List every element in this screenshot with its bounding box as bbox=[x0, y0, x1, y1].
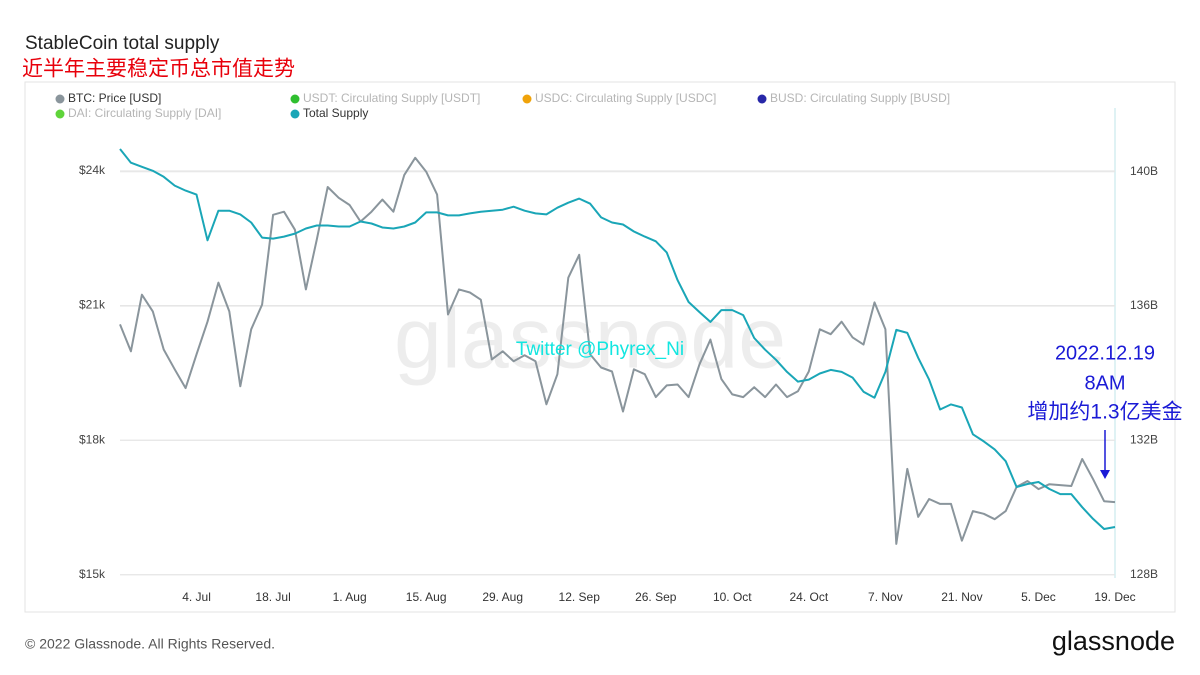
x-tick-label: 5. Dec bbox=[1021, 590, 1056, 604]
legend-label[interactable]: BUSD: Circulating Supply [BUSD] bbox=[770, 91, 950, 105]
y-tick-label: $24k bbox=[79, 163, 106, 177]
series-line bbox=[119, 156, 1116, 545]
annotation-arrowhead bbox=[1100, 470, 1110, 479]
legend-marker bbox=[757, 94, 767, 104]
x-tick-label: 24. Oct bbox=[790, 590, 829, 604]
annotation: 8AM bbox=[1084, 372, 1125, 394]
chart-panel bbox=[24, 81, 1176, 613]
copyright: © 2022 Glassnode. All Rights Reserved. bbox=[25, 636, 275, 652]
legend-marker bbox=[290, 94, 300, 104]
y2-tick-label: 128B bbox=[1130, 567, 1158, 581]
chart-title: StableCoin total supply bbox=[25, 33, 220, 54]
legend-marker bbox=[290, 109, 300, 119]
x-tick-label: 26. Sep bbox=[635, 590, 677, 604]
plot bbox=[119, 148, 1116, 545]
annotation: 增加约1.3亿美金 bbox=[1027, 401, 1182, 424]
x-tick-label: 4. Jul bbox=[182, 590, 211, 604]
legend-label[interactable]: USDT: Circulating Supply [USDT] bbox=[303, 91, 480, 105]
x-tick-label: 19. Dec bbox=[1094, 590, 1135, 604]
x-tick-label: 18. Jul bbox=[255, 590, 290, 604]
legend-marker bbox=[522, 94, 532, 104]
x-tick-label: 29. Aug bbox=[482, 590, 523, 604]
legend-label[interactable]: DAI: Circulating Supply [DAI] bbox=[68, 106, 221, 120]
y-tick-label: $15k bbox=[79, 567, 106, 581]
legend-label[interactable]: USDC: Circulating Supply [USDC] bbox=[535, 91, 716, 105]
x-tick-label: 10. Oct bbox=[713, 590, 752, 604]
legend-label[interactable]: BTC: Price [USD] bbox=[68, 91, 161, 105]
logo: glassnode bbox=[1052, 626, 1175, 656]
x-tick-label: 21. Nov bbox=[941, 590, 982, 604]
y-tick-label: $18k bbox=[79, 432, 106, 446]
x-tick-label: 15. Aug bbox=[406, 590, 447, 604]
x-tick-label: 12. Sep bbox=[559, 590, 601, 604]
y2-tick-label: 132B bbox=[1130, 433, 1158, 447]
x-tick-label: 7. Nov bbox=[868, 590, 903, 604]
x-tick-label: 1. Aug bbox=[333, 590, 367, 604]
legend-marker bbox=[55, 94, 65, 104]
overlay: BTC: Price [USD] USDT: Circulating Supply… bbox=[55, 91, 1183, 479]
series-line bbox=[119, 148, 1116, 530]
legend-marker bbox=[55, 109, 65, 119]
grid: $15k $18k $21k $24k 128B 132B 136B 140B 4. Jul 18… bbox=[79, 163, 1158, 604]
y-tick-label: $21k bbox=[79, 298, 106, 312]
y2-tick-label: 140B bbox=[1130, 164, 1158, 178]
watermark: glassnode bbox=[394, 291, 786, 387]
annotation: Twitter @Phyrex_Ni bbox=[516, 339, 684, 360]
legend-label[interactable]: Total Supply bbox=[303, 106, 368, 120]
y2-tick-label: 136B bbox=[1130, 298, 1158, 312]
chart-subtitle: 近半年主要稳定币总市值走势 bbox=[22, 58, 295, 81]
annotation: 2022.12.19 bbox=[1055, 342, 1155, 364]
